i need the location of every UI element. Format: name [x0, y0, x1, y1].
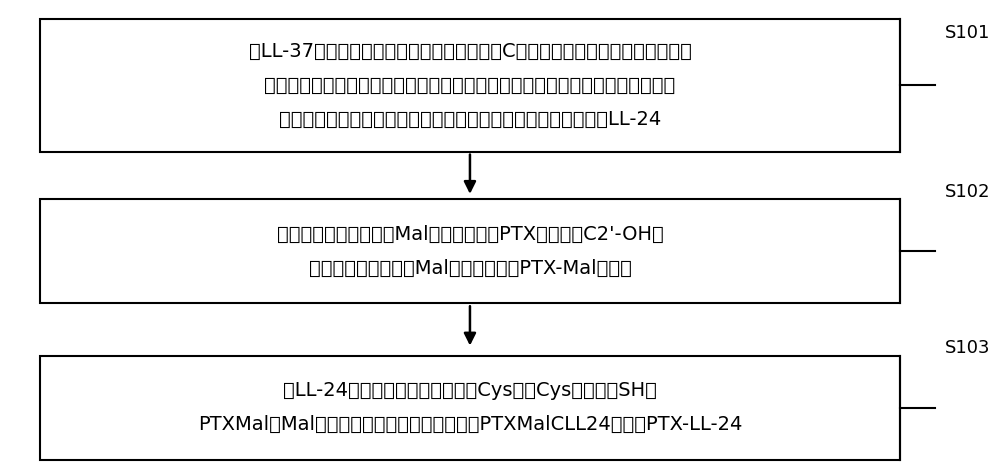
Text: 电荷、疏水区和亲水区氨基酸，获得经分子改造后的新型抗菌肽LL-24: 电荷、疏水区和亲水区氨基酸，获得经分子改造后的新型抗菌肽LL-24 — [279, 110, 661, 129]
Text: S101: S101 — [945, 24, 990, 42]
Text: 对LL-37抗菌肽的二级结构、跨膜区疏水性、C端两亲性、电荷偏倚、螺旋长度、: 对LL-37抗菌肽的二级结构、跨膜区疏水性、C端两亲性、电荷偏倚、螺旋长度、 — [249, 42, 691, 61]
Text: PTXMal中Mal上双键发生加成反应，最终形成PTXMalCLL24偶合物PTX-LL-24: PTXMal中Mal上双键发生加成反应，最终形成PTXMalCLL24偶合物PT… — [198, 415, 742, 434]
Text: 在LL-24氨基端添加一个半胱氨酸Cys，使Cys的巯基，SH与: 在LL-24氨基端添加一个半胱氨酸Cys，使Cys的巯基，SH与 — [283, 381, 657, 400]
FancyBboxPatch shape — [40, 199, 900, 303]
FancyBboxPatch shape — [40, 19, 900, 152]
Text: S103: S103 — [945, 339, 990, 357]
Text: 马来酰亚氨基丙酸（Mal）脱水缩合成PTX-Mal复合物: 马来酰亚氨基丙酸（Mal）脱水缩合成PTX-Mal复合物 — [309, 259, 631, 278]
Text: 膜蛋白拓扑学等进行分析通过改变抗菌肽螺旋区、折叠区、跨膜结构、信号肽、: 膜蛋白拓扑学等进行分析通过改变抗菌肽螺旋区、折叠区、跨膜结构、信号肽、 — [264, 76, 676, 95]
FancyBboxPatch shape — [40, 356, 900, 460]
Text: S102: S102 — [945, 183, 990, 201]
Text: 以马来酰亚氨基丙酸（Mal）作为桥梁，PTX结构式中C2'-OH与: 以马来酰亚氨基丙酸（Mal）作为桥梁，PTX结构式中C2'-OH与 — [277, 225, 663, 244]
